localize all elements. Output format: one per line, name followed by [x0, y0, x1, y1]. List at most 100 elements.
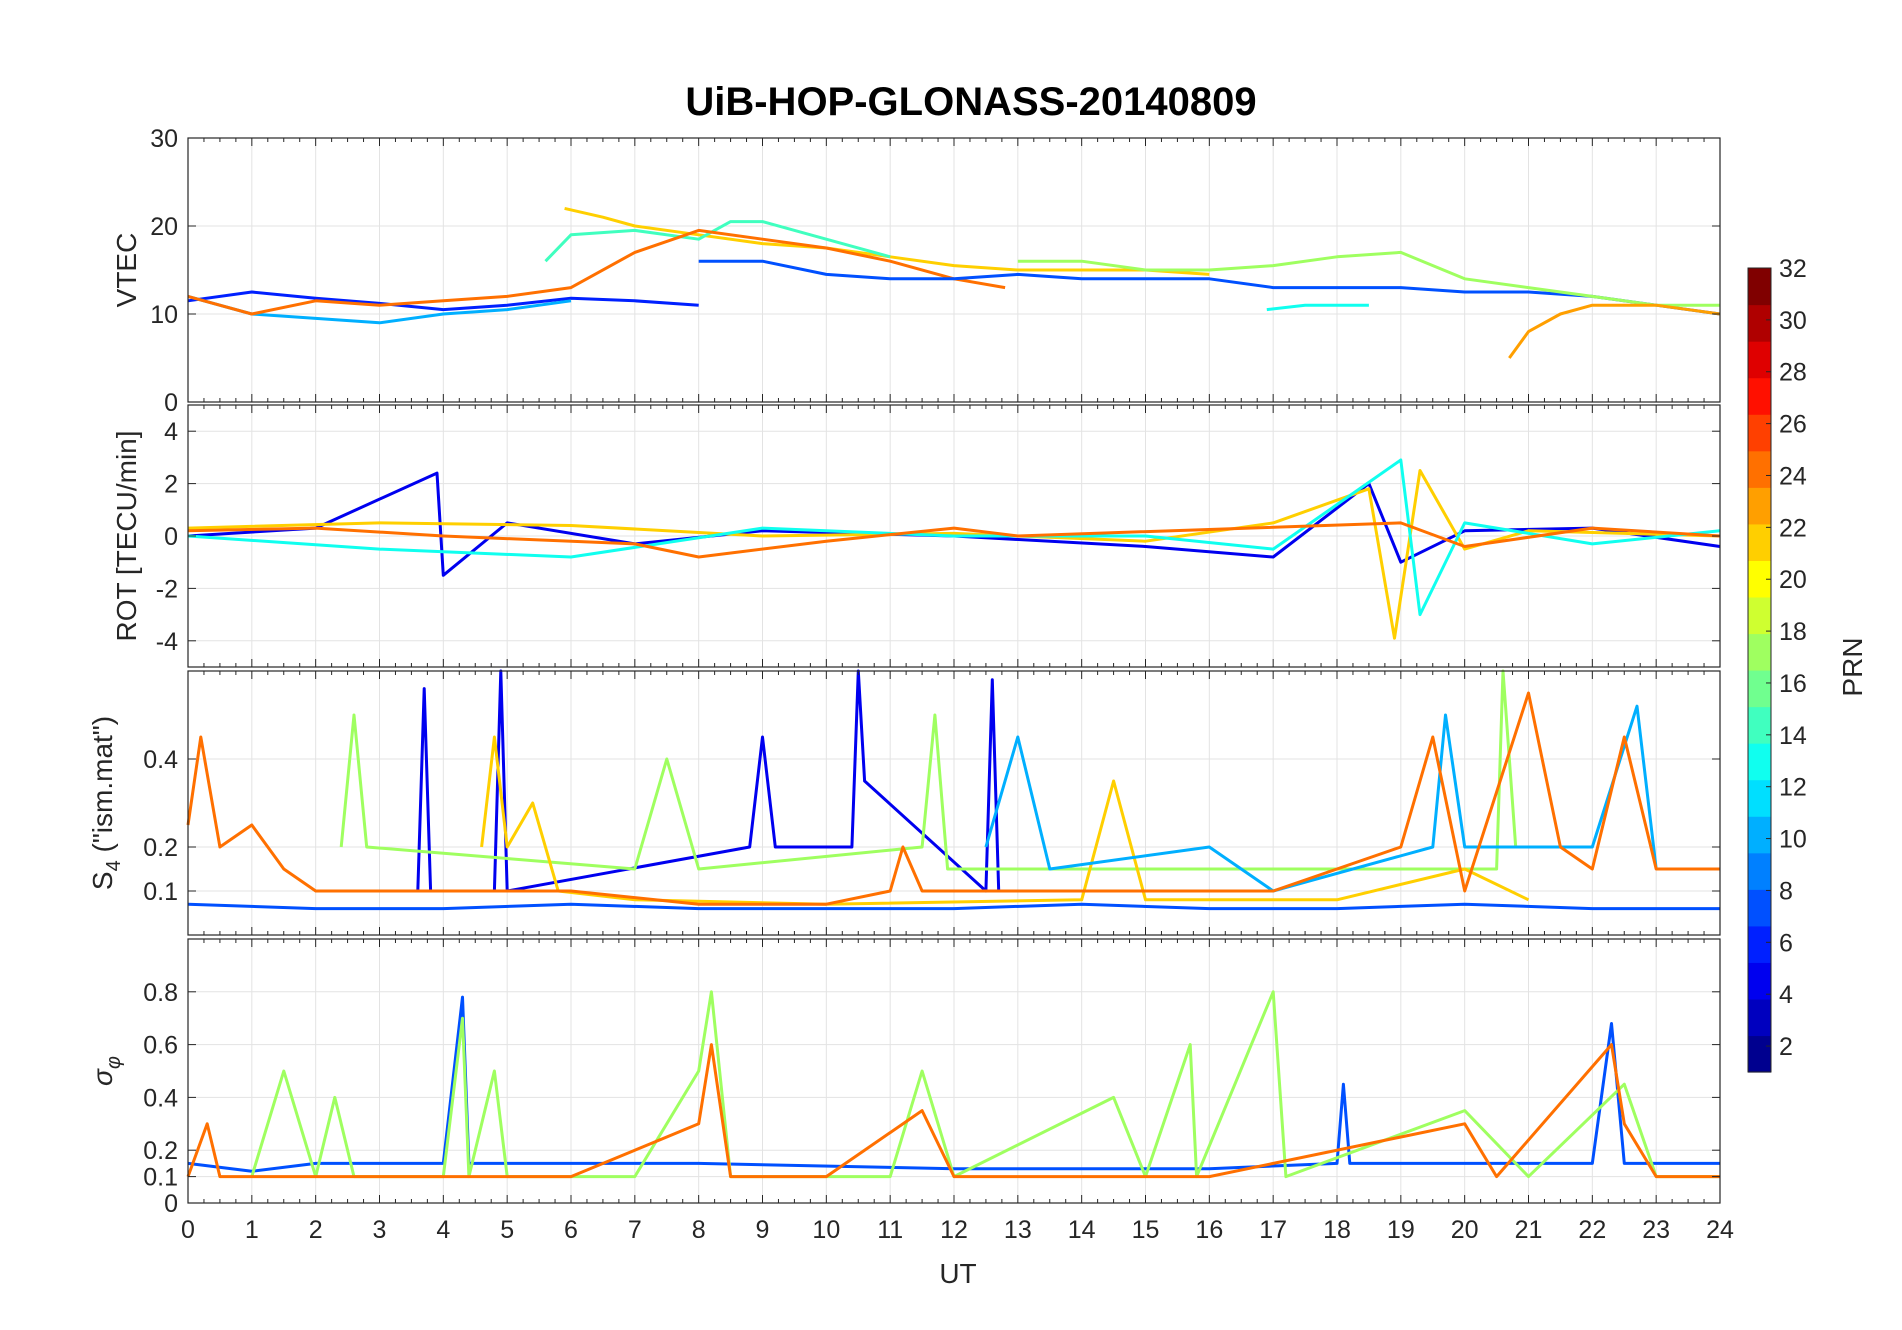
s4-series-0 — [187, 902, 1720, 911]
sigma-ytick-label-3: 0.4 — [143, 1084, 178, 1112]
colorbar-segment-1 — [1748, 998, 1771, 1037]
colorbar-segment-7 — [1748, 779, 1771, 817]
x-tick-label-0: 0 — [181, 1216, 195, 1244]
colorbar-tick-label-15: 32 — [1779, 255, 1807, 283]
colorbar-label: PRN — [1837, 637, 1868, 696]
colorbar-segment-12 — [1748, 596, 1771, 635]
x-tick-label-23: 23 — [1642, 1216, 1670, 1244]
colorbar-segment-19 — [1748, 341, 1771, 379]
vtec-series-8 — [1266, 303, 1369, 312]
rot-ytick-label-4: 4 — [164, 418, 178, 446]
rot-series-2 — [187, 458, 1721, 617]
sigma-ytick-label-0: 0 — [164, 1190, 178, 1218]
panel-rot: -4 -2 0 2 4 ROT [TECU/min] — [111, 404, 1721, 668]
chart-title: UiB-HOP-GLONASS-20140809 — [685, 80, 1256, 124]
vtec-series-0 — [187, 290, 699, 312]
s4-series-5 — [186, 691, 1720, 906]
vtec-y-axis-label: VTEC — [111, 233, 142, 308]
x-tick-label-8: 8 — [692, 1216, 706, 1244]
colorbar-segment-13 — [1748, 560, 1771, 598]
vtec-ytick-label-3: 30 — [150, 125, 178, 153]
colorbar-segment-16 — [1748, 450, 1771, 488]
x-tick-label-10: 10 — [812, 1216, 840, 1244]
sigma-series-2 — [186, 1043, 1720, 1179]
vtec-series-5 — [698, 259, 1721, 316]
colorbar-tick-label-1: 4 — [1779, 981, 1793, 1009]
colorbar-tick-label-3: 8 — [1779, 877, 1793, 905]
sigma-series-0 — [187, 995, 1720, 1173]
s4-y-axis-label-rest: ("ism.mat") — [87, 716, 118, 860]
x-tick-label-4: 4 — [436, 1216, 450, 1244]
colorbar-segment-20 — [1748, 304, 1771, 342]
colorbar-segment-21 — [1748, 268, 1771, 306]
colorbar-tick-label-9: 20 — [1779, 566, 1807, 594]
x-tick-label-16: 16 — [1195, 1216, 1223, 1244]
x-tick-label-22: 22 — [1578, 1216, 1606, 1244]
s4-ytick-label-0: 0.1 — [143, 878, 178, 906]
x-tick-label-21: 21 — [1515, 1216, 1543, 1244]
colorbar-segment-4 — [1748, 889, 1771, 927]
rot-ytick-label-2: 0 — [164, 523, 178, 551]
colorbar-segment-9 — [1748, 706, 1771, 744]
x-tick-label-5: 5 — [500, 1216, 514, 1244]
vtec-series-7 — [1508, 303, 1721, 359]
sigma-y-axis-label-main: σ — [87, 1068, 118, 1086]
colorbar-segment-0 — [1748, 1035, 1771, 1073]
x-tick-label-2: 2 — [309, 1216, 323, 1244]
x-tick-label-6: 6 — [564, 1216, 578, 1244]
s4-y-axis-label-main: S — [87, 871, 118, 890]
colorbar-segment-11 — [1748, 633, 1771, 671]
s4-y-axis-label-sub: 4 — [103, 860, 125, 871]
x-tick-label-14: 14 — [1068, 1216, 1096, 1244]
sigma-y-axis-label: σφ — [87, 1056, 125, 1086]
rot-ytick-label-3: 2 — [164, 471, 178, 499]
panel-s4: 0.1 0.2 0.4 S4 ("ism.mat") — [87, 669, 1721, 936]
x-axis-label: UT — [939, 1258, 976, 1289]
panel-sigma: 00.10.2 0.4 0.6 0.8 σφ — [87, 938, 1721, 1218]
sigma-ytick-label-1: 0.1 — [143, 1164, 178, 1192]
x-tick-label-18: 18 — [1323, 1216, 1351, 1244]
colorbar-tick-label-11: 24 — [1779, 462, 1807, 490]
colorbar-frame — [1747, 267, 1772, 1073]
x-tick-label-19: 19 — [1387, 1216, 1415, 1244]
colorbar-segment-6 — [1748, 816, 1771, 854]
s4-y-axis-label: S4 ("ism.mat") — [87, 716, 125, 890]
vtec-ytick-label-1: 10 — [150, 301, 178, 329]
x-tick-labels: 0 1 2 3 4 5 6 7 8 9 10 11 12 13 14 15 16 17 18 19 20 21 22 23 24 — [181, 1216, 1734, 1244]
colorbar-tick-label-10: 22 — [1779, 514, 1807, 542]
x-tick-label-3: 3 — [373, 1216, 387, 1244]
x-tick-label-7: 7 — [628, 1216, 642, 1244]
colorbar-tick-label-4: 10 — [1779, 826, 1807, 854]
colorbar-tick-label-7: 16 — [1779, 670, 1807, 698]
rot-y-axis-label: ROT [TECU/min] — [111, 430, 142, 641]
rot-series-1 — [187, 469, 1721, 640]
colorbar-tick-label-12: 26 — [1779, 411, 1807, 439]
colorbar-tick-label-2: 6 — [1779, 929, 1793, 957]
x-tick-label-15: 15 — [1132, 1216, 1160, 1244]
colorbar-segment-17 — [1748, 414, 1771, 452]
x-tick-label-9: 9 — [756, 1216, 770, 1244]
colorbar-segment-15 — [1748, 487, 1771, 525]
x-tick-label-17: 17 — [1259, 1216, 1287, 1244]
colorbar-segment-2 — [1748, 962, 1771, 1000]
vtec-series-2 — [564, 206, 1210, 276]
s4-ytick-label-1: 0.2 — [143, 834, 178, 862]
vtec-ytick-label-2: 20 — [150, 213, 178, 241]
colorbar-tick-label-6: 14 — [1779, 722, 1807, 750]
colorbar-tick-label-0: 2 — [1779, 1033, 1793, 1061]
colorbar-tick-label-13: 28 — [1779, 359, 1807, 387]
colorbar-segment-14 — [1748, 523, 1771, 561]
colorbar-segment-5 — [1748, 852, 1771, 890]
vtec-series-6 — [1017, 250, 1720, 307]
x-tick-label-24: 24 — [1706, 1216, 1734, 1244]
colorbar-tick-label-8: 18 — [1779, 618, 1807, 646]
x-tick-label-12: 12 — [940, 1216, 968, 1244]
rot-ytick-label-0: -4 — [156, 628, 178, 656]
s4-series-4 — [984, 704, 1658, 893]
vtec-ytick-label-0: 0 — [164, 389, 178, 417]
rot-ytick-label-1: -2 — [156, 575, 178, 603]
colorbar-tick-label-14: 30 — [1779, 307, 1807, 335]
sigma-ytick-label-2: 0.2 — [143, 1137, 178, 1165]
